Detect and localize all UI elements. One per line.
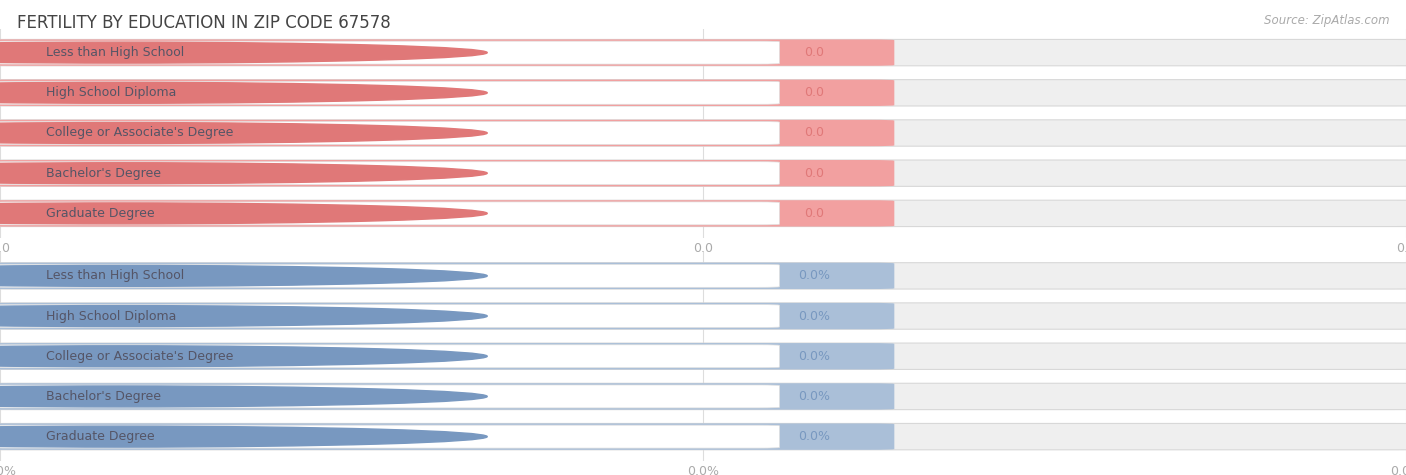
FancyBboxPatch shape	[0, 345, 779, 368]
FancyBboxPatch shape	[0, 385, 779, 408]
FancyBboxPatch shape	[0, 120, 1406, 146]
FancyBboxPatch shape	[0, 304, 779, 328]
Circle shape	[0, 42, 488, 63]
FancyBboxPatch shape	[0, 303, 1406, 329]
FancyBboxPatch shape	[0, 200, 894, 227]
Circle shape	[0, 82, 488, 103]
FancyBboxPatch shape	[0, 423, 1406, 450]
Text: High School Diploma: High School Diploma	[46, 86, 177, 99]
Text: 0.0: 0.0	[804, 86, 824, 99]
Circle shape	[0, 266, 488, 286]
FancyBboxPatch shape	[0, 120, 894, 146]
FancyBboxPatch shape	[0, 80, 894, 106]
Text: 0.0%: 0.0%	[797, 390, 830, 403]
Text: FERTILITY BY EDUCATION IN ZIP CODE 67578: FERTILITY BY EDUCATION IN ZIP CODE 67578	[17, 14, 391, 32]
FancyBboxPatch shape	[0, 265, 779, 287]
Text: College or Associate's Degree: College or Associate's Degree	[46, 126, 233, 140]
FancyBboxPatch shape	[0, 162, 779, 185]
FancyBboxPatch shape	[0, 343, 894, 370]
Text: Graduate Degree: Graduate Degree	[46, 430, 155, 443]
Circle shape	[0, 426, 488, 447]
FancyBboxPatch shape	[0, 200, 1406, 227]
Circle shape	[0, 386, 488, 407]
Text: 0.0%: 0.0%	[797, 310, 830, 323]
Text: 0.0: 0.0	[804, 46, 824, 59]
Text: 0.0: 0.0	[804, 167, 824, 180]
Text: Graduate Degree: Graduate Degree	[46, 207, 155, 220]
Circle shape	[0, 305, 488, 326]
Circle shape	[0, 203, 488, 224]
FancyBboxPatch shape	[0, 160, 894, 186]
FancyBboxPatch shape	[0, 423, 894, 450]
FancyBboxPatch shape	[0, 81, 779, 104]
FancyBboxPatch shape	[0, 80, 1406, 106]
Circle shape	[0, 123, 488, 143]
FancyBboxPatch shape	[0, 303, 894, 329]
Text: Bachelor's Degree: Bachelor's Degree	[46, 167, 162, 180]
Text: 0.0: 0.0	[804, 207, 824, 220]
FancyBboxPatch shape	[0, 39, 1406, 66]
Circle shape	[0, 163, 488, 184]
FancyBboxPatch shape	[0, 425, 779, 448]
Text: 0.0%: 0.0%	[797, 350, 830, 363]
Text: Less than High School: Less than High School	[46, 46, 184, 59]
FancyBboxPatch shape	[0, 383, 1406, 409]
Text: Less than High School: Less than High School	[46, 269, 184, 282]
Text: 0.0: 0.0	[804, 126, 824, 140]
Text: College or Associate's Degree: College or Associate's Degree	[46, 350, 233, 363]
Text: High School Diploma: High School Diploma	[46, 310, 177, 323]
Text: Bachelor's Degree: Bachelor's Degree	[46, 390, 162, 403]
FancyBboxPatch shape	[0, 263, 894, 289]
FancyBboxPatch shape	[0, 160, 1406, 186]
Text: Source: ZipAtlas.com: Source: ZipAtlas.com	[1264, 14, 1389, 27]
Text: 0.0%: 0.0%	[797, 269, 830, 282]
FancyBboxPatch shape	[0, 122, 779, 144]
FancyBboxPatch shape	[0, 343, 1406, 370]
FancyBboxPatch shape	[0, 41, 779, 64]
FancyBboxPatch shape	[0, 202, 779, 225]
Text: 0.0%: 0.0%	[797, 430, 830, 443]
Circle shape	[0, 346, 488, 367]
FancyBboxPatch shape	[0, 263, 1406, 289]
FancyBboxPatch shape	[0, 383, 894, 409]
FancyBboxPatch shape	[0, 39, 894, 66]
